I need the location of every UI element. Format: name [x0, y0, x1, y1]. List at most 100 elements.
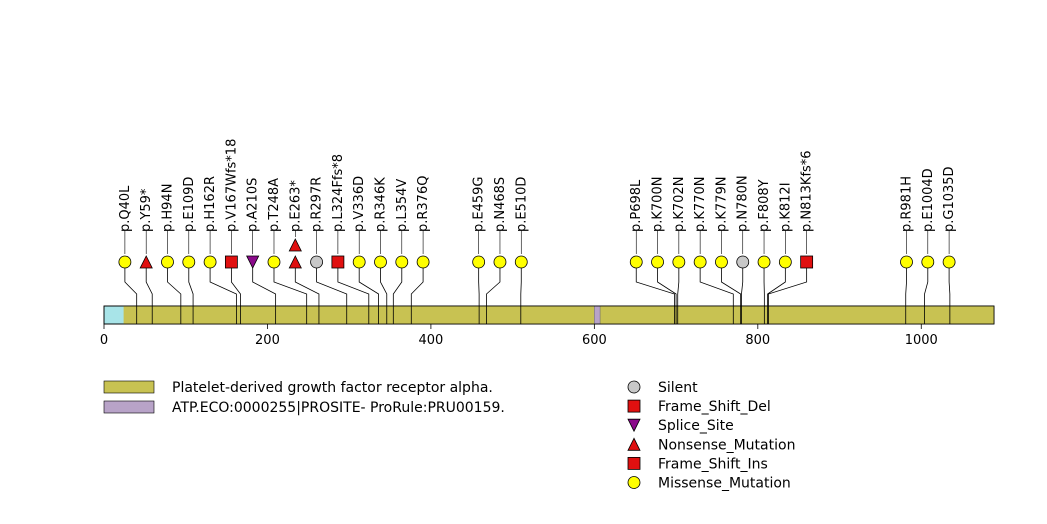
mutation-marker — [118, 255, 132, 269]
legend-type-marker — [627, 418, 641, 433]
legend-type-label: Splice_Site — [658, 418, 734, 434]
mutation-stem — [209, 262, 237, 306]
legend-type-label: Missense_Mutation — [658, 476, 791, 492]
legend-domain-swatch — [103, 400, 155, 414]
mutation-marker — [900, 255, 913, 269]
mutation-marker — [139, 255, 153, 269]
legend-domain-label: Platelet-derived growth factor receptor … — [172, 380, 493, 396]
mutation-marker — [416, 255, 430, 269]
mutation-label: p.F808Y — [757, 179, 772, 232]
mutation-label: p.V167Wfs*18 — [224, 139, 239, 232]
mutation-label: p.T248A — [267, 178, 282, 232]
mutation-label: p.E263* — [288, 180, 303, 232]
legend-type-marker — [627, 437, 641, 451]
legend-type-label: Nonsense_Mutation — [658, 437, 795, 453]
mutation-label: p.A210S — [246, 178, 261, 232]
mutation-label: p.E1004D — [921, 168, 936, 232]
x-tick-label: 200 — [255, 333, 280, 348]
mutation-marker — [288, 238, 302, 252]
legend-type-marker — [627, 476, 641, 489]
mutation-marker — [757, 255, 771, 269]
mutation-marker — [629, 255, 643, 269]
mutation-stem — [358, 262, 380, 306]
mutation-label: p.Q40L — [118, 185, 133, 232]
mutation-stem — [767, 262, 786, 306]
mutation-stem — [741, 262, 744, 306]
mutation-label: p.K770N — [693, 177, 708, 232]
mutation-marker — [246, 255, 260, 269]
mutation-marker — [736, 255, 750, 269]
mutation-stem — [635, 262, 675, 306]
mutation-label: p.R981H — [900, 176, 915, 232]
mutation-stem — [677, 262, 680, 306]
mutation-label: p.N780N — [736, 175, 751, 232]
mutation-stem — [294, 262, 320, 306]
mutation-label: p.R376Q — [416, 176, 431, 232]
mutation-label: p.E109D — [182, 177, 197, 232]
mutation-marker — [288, 255, 302, 269]
x-tick-label: 400 — [418, 333, 443, 348]
x-axis: 0 200 400 600 800 1000 — [100, 324, 938, 348]
mutation-label: p.H162R — [203, 176, 218, 232]
mutation-label: p.E459G — [472, 177, 487, 233]
mutation-label: p.K812I — [778, 182, 793, 232]
mutation-label: p.K779N — [714, 177, 729, 232]
mutation-label: p.P698L — [629, 179, 644, 232]
legend-type-marker — [627, 380, 641, 394]
mutation-stem — [924, 262, 929, 306]
legend-type-marker — [627, 399, 641, 413]
x-tick-label: 0 — [100, 333, 108, 348]
mutation-stem — [145, 262, 153, 306]
mutation-marker — [395, 255, 409, 269]
legend-type-label: Frame_Shift_Ins — [658, 456, 768, 472]
mutation-marker — [493, 255, 507, 269]
mutation-label: p.H94N — [160, 184, 175, 232]
mutation-marker — [672, 255, 686, 269]
mutation-label: p.V336D — [352, 176, 367, 232]
mutation-label: p.R346K — [373, 177, 388, 232]
mutation-label: p.N468S — [493, 177, 508, 232]
mutation-labels: p.Q40L p.Y59* p.H94N p.E109D p.H162R p.V167Wf… — [118, 139, 957, 254]
mutation-stem — [337, 262, 370, 306]
mutation-stem — [410, 262, 424, 306]
mutation-marker — [921, 255, 935, 269]
mutation-marker — [800, 255, 814, 269]
mutation-marker — [472, 255, 486, 269]
legend-domain-label: ATP.ECO:0000255|PROSITE- ProRule:PRU0015… — [172, 400, 505, 416]
mutation-stem — [721, 262, 742, 306]
legend-type-label: Silent — [658, 380, 698, 396]
mutation-label: p.L324Ffs*8 — [331, 154, 346, 232]
mutation-stem — [392, 262, 403, 306]
mutation-marker — [267, 255, 281, 269]
mutation-label: p.G1035D — [942, 166, 957, 232]
mutation-stem — [768, 262, 808, 306]
mutation-marker — [514, 255, 528, 269]
mutation-markers — [118, 238, 956, 269]
mutation-stem — [273, 262, 308, 306]
mutation-stem — [948, 262, 951, 306]
mutation-marker — [224, 255, 238, 269]
mutation-stem — [316, 262, 348, 306]
mutation-marker — [352, 255, 366, 269]
mutation-marker — [693, 255, 707, 269]
mutation-label: p.K702N — [672, 177, 687, 232]
mutation-marker — [182, 255, 196, 269]
domain-0 — [123, 306, 995, 324]
mutation-marker — [942, 255, 956, 269]
mutation-label: p.R297R — [310, 177, 325, 232]
mutation-label: p.E510D — [514, 177, 529, 232]
mutation-stem — [486, 262, 501, 306]
mutation-marker — [331, 255, 345, 269]
mutation-label: p.N813Kfs*6 — [800, 150, 815, 232]
mutation-stem — [905, 262, 907, 306]
protein-outline — [103, 305, 995, 325]
mutation-label: p.L354V — [395, 179, 410, 232]
legend-domain-swatch — [103, 380, 155, 394]
legend: Platelet-derived growth factor receptor … — [103, 380, 795, 492]
mutation-stem — [124, 262, 138, 306]
mutation-marker — [203, 255, 217, 269]
mutation-marker — [778, 255, 792, 269]
mutation-stem — [657, 262, 677, 306]
mutation-marker — [161, 255, 174, 269]
mutation-marker — [310, 255, 323, 269]
